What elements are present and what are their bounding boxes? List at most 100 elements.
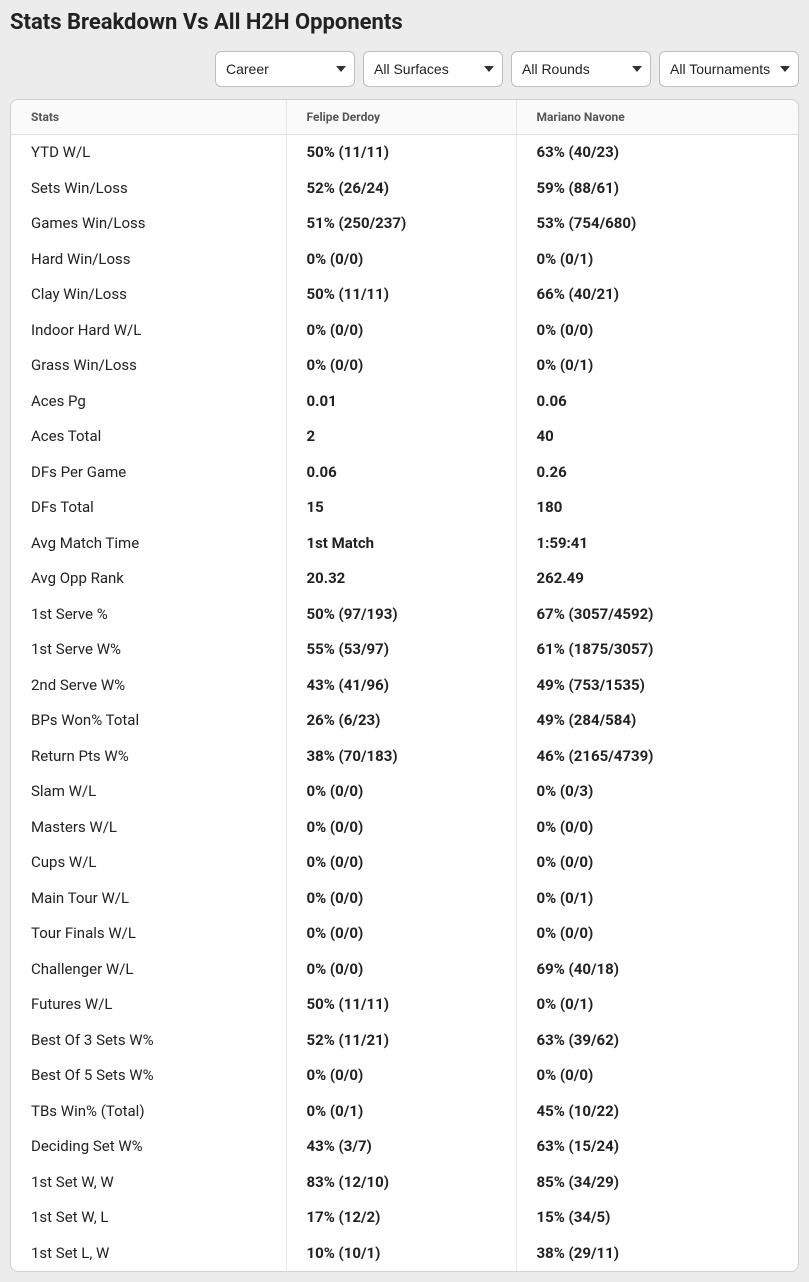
player2-value: 0% (0/0) bbox=[516, 916, 798, 952]
stat-label: DFs Total bbox=[11, 490, 286, 526]
player2-value: 0% (0/0) bbox=[516, 313, 798, 349]
table-row: BPs Won% Total26% (6/23)49% (284/584) bbox=[11, 703, 798, 739]
player1-value: 0% (0/0) bbox=[286, 313, 516, 349]
stat-label: 2nd Serve W% bbox=[11, 668, 286, 704]
player1-value: 0% (0/0) bbox=[286, 348, 516, 384]
period-select[interactable]: Career bbox=[215, 51, 355, 87]
table-row: Challenger W/L0% (0/0)69% (40/18) bbox=[11, 952, 798, 988]
player1-value: 83% (12/10) bbox=[286, 1165, 516, 1201]
table-row: Deciding Set W%43% (3/7)63% (15/24) bbox=[11, 1129, 798, 1165]
table-row: Avg Opp Rank20.32262.49 bbox=[11, 561, 798, 597]
player1-value: 43% (3/7) bbox=[286, 1129, 516, 1165]
player1-value: 50% (11/11) bbox=[286, 987, 516, 1023]
player2-value: 66% (40/21) bbox=[516, 277, 798, 313]
table-row: Masters W/L0% (0/0)0% (0/0) bbox=[11, 810, 798, 846]
table-row: Futures W/L50% (11/11)0% (0/1) bbox=[11, 987, 798, 1023]
player2-value: 0% (0/3) bbox=[516, 774, 798, 810]
player2-value: 69% (40/18) bbox=[516, 952, 798, 988]
player2-value: 45% (10/22) bbox=[516, 1094, 798, 1130]
player1-value: 52% (26/24) bbox=[286, 171, 516, 207]
table-row: Aces Total240 bbox=[11, 419, 798, 455]
table-row: Sets Win/Loss52% (26/24)59% (88/61) bbox=[11, 171, 798, 207]
stat-label: Cups W/L bbox=[11, 845, 286, 881]
surface-select[interactable]: All Surfaces bbox=[363, 51, 503, 87]
col-player2: Mariano Navone bbox=[516, 100, 798, 135]
player1-value: 0% (0/0) bbox=[286, 810, 516, 846]
page-title: Stats Breakdown Vs All H2H Opponents bbox=[10, 10, 799, 35]
player1-value: 1st Match bbox=[286, 526, 516, 562]
stat-label: Best Of 5 Sets W% bbox=[11, 1058, 286, 1094]
stat-label: Indoor Hard W/L bbox=[11, 313, 286, 349]
player1-value: 0% (0/0) bbox=[286, 774, 516, 810]
stat-label: 1st Set L, W bbox=[11, 1236, 286, 1272]
player2-value: 15% (34/5) bbox=[516, 1200, 798, 1236]
player2-value: 40 bbox=[516, 419, 798, 455]
stat-label: Aces Total bbox=[11, 419, 286, 455]
stat-label: 1st Serve W% bbox=[11, 632, 286, 668]
stat-label: DFs Per Game bbox=[11, 455, 286, 491]
stat-label: Slam W/L bbox=[11, 774, 286, 810]
player2-value: 63% (40/23) bbox=[516, 135, 798, 171]
stats-table: Stats Felipe Derdoy Mariano Navone YTD W… bbox=[11, 100, 798, 1271]
table-row: Clay Win/Loss50% (11/11)66% (40/21) bbox=[11, 277, 798, 313]
player1-value: 50% (11/11) bbox=[286, 135, 516, 171]
player2-value: 38% (29/11) bbox=[516, 1236, 798, 1272]
table-row: Avg Match Time1st Match1:59:41 bbox=[11, 526, 798, 562]
tournament-select[interactable]: All Tournaments bbox=[659, 51, 799, 87]
player1-value: 17% (12/2) bbox=[286, 1200, 516, 1236]
player2-value: 262.49 bbox=[516, 561, 798, 597]
stat-label: Avg Opp Rank bbox=[11, 561, 286, 597]
player2-value: 0.06 bbox=[516, 384, 798, 420]
table-row: 1st Set L, W10% (10/1)38% (29/11) bbox=[11, 1236, 798, 1272]
stat-label: Masters W/L bbox=[11, 810, 286, 846]
table-row: 1st Serve %50% (97/193)67% (3057/4592) bbox=[11, 597, 798, 633]
player2-value: 0.26 bbox=[516, 455, 798, 491]
player1-value: 51% (250/237) bbox=[286, 206, 516, 242]
player1-value: 0% (0/0) bbox=[286, 242, 516, 278]
player1-value: 0% (0/0) bbox=[286, 1058, 516, 1094]
stat-label: BPs Won% Total bbox=[11, 703, 286, 739]
table-row: Indoor Hard W/L0% (0/0)0% (0/0) bbox=[11, 313, 798, 349]
stat-label: Tour Finals W/L bbox=[11, 916, 286, 952]
player1-value: 50% (11/11) bbox=[286, 277, 516, 313]
player1-value: 50% (97/193) bbox=[286, 597, 516, 633]
table-body: YTD W/L50% (11/11)63% (40/23)Sets Win/Lo… bbox=[11, 135, 798, 1272]
player2-value: 67% (3057/4592) bbox=[516, 597, 798, 633]
filter-bar: Career All Surfaces All Rounds All Tourn… bbox=[10, 51, 799, 87]
stat-label: YTD W/L bbox=[11, 135, 286, 171]
table-row: Slam W/L0% (0/0)0% (0/3) bbox=[11, 774, 798, 810]
player2-value: 0% (0/1) bbox=[516, 881, 798, 917]
table-row: YTD W/L50% (11/11)63% (40/23) bbox=[11, 135, 798, 171]
table-row: 1st Set W, L17% (12/2)15% (34/5) bbox=[11, 1200, 798, 1236]
col-player1: Felipe Derdoy bbox=[286, 100, 516, 135]
player2-value: 46% (2165/4739) bbox=[516, 739, 798, 775]
stat-label: Grass Win/Loss bbox=[11, 348, 286, 384]
player2-value: 0% (0/1) bbox=[516, 242, 798, 278]
player2-value: 63% (15/24) bbox=[516, 1129, 798, 1165]
player2-value: 0% (0/0) bbox=[516, 845, 798, 881]
player1-value: 0% (0/0) bbox=[286, 845, 516, 881]
player1-value: 0.06 bbox=[286, 455, 516, 491]
stat-label: Challenger W/L bbox=[11, 952, 286, 988]
player2-value: 49% (753/1535) bbox=[516, 668, 798, 704]
player2-value: 1:59:41 bbox=[516, 526, 798, 562]
stat-label: Avg Match Time bbox=[11, 526, 286, 562]
player2-value: 59% (88/61) bbox=[516, 171, 798, 207]
player2-value: 53% (754/680) bbox=[516, 206, 798, 242]
table-row: Best Of 3 Sets W%52% (11/21)63% (39/62) bbox=[11, 1023, 798, 1059]
player1-value: 38% (70/183) bbox=[286, 739, 516, 775]
table-row: Hard Win/Loss0% (0/0)0% (0/1) bbox=[11, 242, 798, 278]
player1-value: 0.01 bbox=[286, 384, 516, 420]
player2-value: 63% (39/62) bbox=[516, 1023, 798, 1059]
player2-value: 85% (34/29) bbox=[516, 1165, 798, 1201]
table-row: Aces Pg0.010.06 bbox=[11, 384, 798, 420]
round-select[interactable]: All Rounds bbox=[511, 51, 651, 87]
stats-table-card: Stats Felipe Derdoy Mariano Navone YTD W… bbox=[10, 99, 799, 1272]
table-row: TBs Win% (Total)0% (0/1)45% (10/22) bbox=[11, 1094, 798, 1130]
stat-label: Hard Win/Loss bbox=[11, 242, 286, 278]
player1-value: 55% (53/97) bbox=[286, 632, 516, 668]
stat-label: Clay Win/Loss bbox=[11, 277, 286, 313]
stat-label: Futures W/L bbox=[11, 987, 286, 1023]
player1-value: 2 bbox=[286, 419, 516, 455]
player1-value: 15 bbox=[286, 490, 516, 526]
